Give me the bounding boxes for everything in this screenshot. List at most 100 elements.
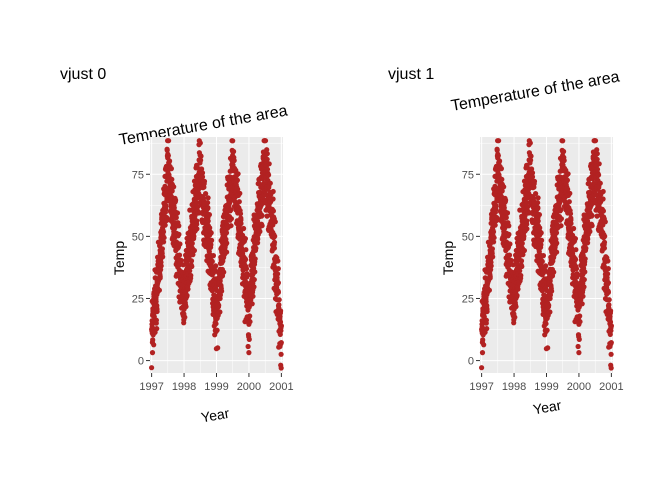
data-point [176, 231, 182, 237]
data-point [558, 207, 564, 213]
x-axis-right: 1997 1998 1999 2000 2001 [469, 373, 624, 393]
data-point [594, 147, 600, 153]
data-point [587, 228, 593, 235]
data-point [271, 245, 277, 251]
data-point [242, 236, 248, 242]
data-point [270, 188, 276, 195]
data-point [183, 304, 189, 310]
data-point [597, 180, 603, 186]
data-point [491, 235, 497, 241]
x-tick-label: 1998 [172, 381, 196, 393]
data-point [528, 153, 534, 159]
data-point [480, 337, 486, 343]
data-point [608, 365, 614, 371]
data-point [483, 317, 489, 323]
x-axis-title-right: Year [532, 397, 563, 418]
data-point [585, 240, 591, 246]
data-point [238, 220, 244, 227]
x-tick-label: 2000 [567, 381, 591, 393]
data-point [236, 199, 242, 205]
x-tick-label: 1999 [204, 381, 228, 393]
data-point [275, 258, 281, 264]
data-point [551, 269, 557, 275]
data-point [608, 351, 614, 357]
data-point [535, 205, 541, 211]
data-point [272, 233, 278, 239]
data-point [237, 190, 243, 196]
data-point [579, 301, 585, 307]
data-point [241, 225, 247, 232]
data-point [533, 191, 539, 197]
data-point [247, 313, 253, 319]
x-tick-label: 2001 [269, 381, 293, 393]
data-point [527, 140, 533, 146]
data-point [247, 319, 253, 325]
data-point [504, 210, 511, 216]
data-point [536, 212, 543, 218]
data-point [521, 247, 528, 254]
x-axis-left: 1997 1998 1999 2000 2001 [139, 373, 294, 393]
y-tick-label: 75 [462, 169, 474, 181]
data-point [178, 257, 184, 263]
data-point [486, 287, 492, 293]
y-axis-right: 0 25 50 75 [462, 169, 480, 368]
data-point [243, 266, 250, 272]
data-point [207, 225, 213, 231]
data-point [503, 197, 509, 203]
data-point [495, 153, 501, 159]
data-point [255, 240, 261, 246]
data-point [164, 214, 170, 221]
data-point [481, 342, 487, 348]
data-point [528, 157, 534, 163]
data-point [581, 284, 587, 290]
data-point [537, 225, 543, 231]
data-point [251, 277, 257, 283]
data-point [529, 166, 535, 172]
data-point [219, 288, 225, 294]
data-point [519, 240, 525, 246]
data-point [576, 350, 582, 356]
data-point [567, 211, 574, 217]
data-point [608, 340, 614, 346]
data-point [479, 365, 485, 371]
data-point [601, 245, 608, 251]
data-point [529, 170, 536, 176]
data-point [174, 210, 181, 216]
data-point [498, 166, 504, 172]
data-point [573, 247, 579, 253]
data-point [213, 321, 219, 327]
data-point [519, 263, 525, 270]
data-point [168, 166, 174, 172]
data-point [577, 313, 583, 319]
data-point [206, 212, 212, 218]
data-point [571, 225, 577, 232]
data-point [158, 263, 164, 269]
data-point [198, 157, 204, 163]
data-point [531, 178, 538, 184]
data-point [160, 254, 166, 260]
data-point [501, 205, 507, 211]
data-point [151, 342, 157, 348]
x-tick-label: 2001 [599, 381, 623, 393]
data-point [602, 219, 608, 225]
data-point [154, 326, 160, 332]
data-point [149, 365, 155, 371]
x-tick-label: 1997 [469, 381, 493, 393]
data-point [205, 195, 211, 201]
data-point [539, 258, 545, 265]
data-point [199, 166, 205, 172]
right-plot: vjust 1 Temperature of the area 0255075 … [388, 66, 624, 417]
data-point [249, 301, 255, 307]
data-point [596, 172, 602, 178]
data-point [543, 321, 549, 327]
data-point [205, 205, 211, 211]
data-point [277, 319, 284, 325]
y-tick-label: 50 [462, 231, 474, 243]
data-point [252, 269, 258, 275]
data-point [276, 297, 282, 303]
data-point [191, 247, 197, 254]
data-point [561, 157, 567, 164]
data-point [176, 252, 183, 258]
data-point [237, 211, 244, 217]
data-point [547, 309, 553, 315]
